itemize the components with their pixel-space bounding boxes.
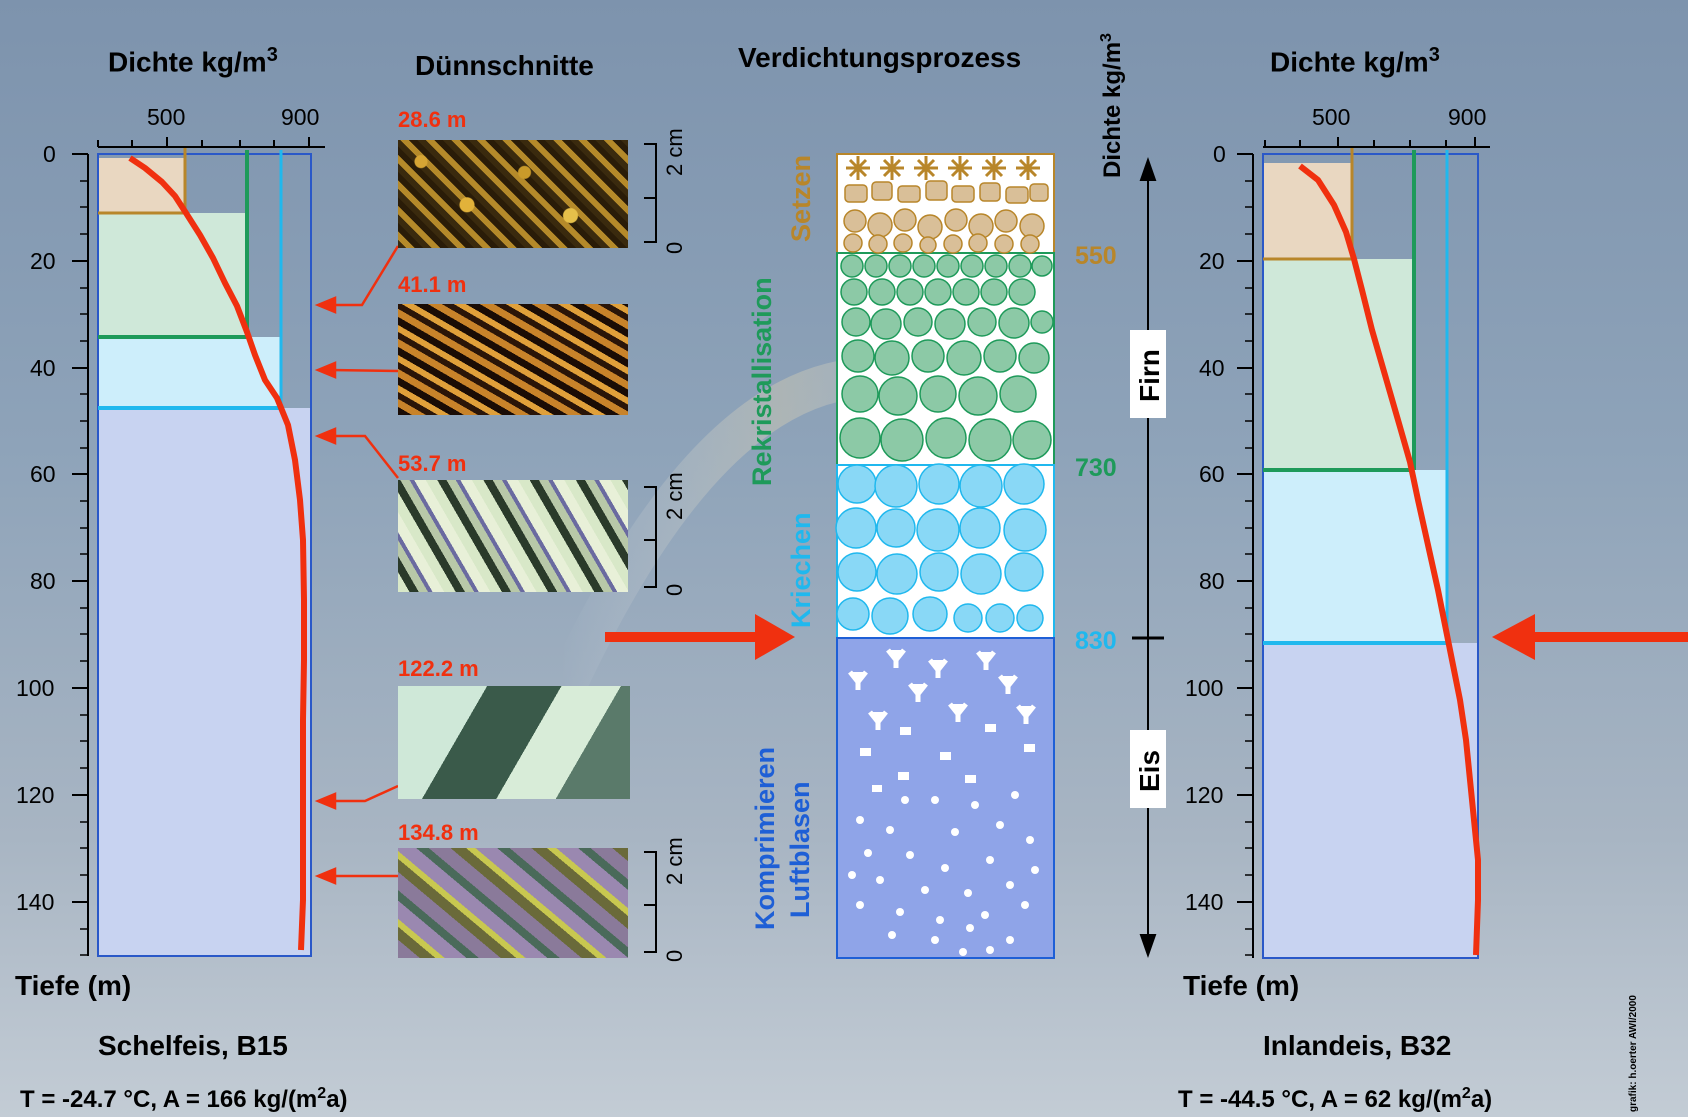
stage-kriechen: Kriechen <box>786 512 816 628</box>
right-layer-rekristallisation <box>1263 259 1414 470</box>
scale-label-1: 2 cm <box>662 128 687 176</box>
left-axis-title: Dichte kg/m3 <box>108 44 278 78</box>
thin-section-depth-3: 53.7 m <box>398 451 467 476</box>
scale-zero-3: 0 <box>662 949 687 962</box>
left-tick-900: 900 <box>281 104 320 130</box>
scale-label-3: 2 cm <box>662 837 687 885</box>
right-conditions: T = -44.5 °C, A = 62 kg/(m2a) <box>1178 1085 1493 1113</box>
density-830: 830 <box>1075 627 1117 655</box>
right-depth-60: 60 <box>1199 461 1225 487</box>
right-depth-40: 40 <box>1199 355 1225 381</box>
density-550: 550 <box>1075 242 1117 270</box>
scale-zero-1: 0 <box>662 241 687 254</box>
right-axis-title: Dichte kg/m3 <box>1270 44 1440 78</box>
zone-eis: Eis <box>1134 749 1165 792</box>
left-depth-120: 120 <box>16 782 55 808</box>
right-density-chart <box>1237 137 1490 959</box>
scale-bars <box>644 143 657 953</box>
stage-komprimieren: Komprimieren <box>750 746 780 930</box>
thin-section-image-5 <box>398 848 628 958</box>
left-depth-140: 140 <box>16 889 55 915</box>
left-conditions: T = -24.7 °C, A = 166 kg/(m2a) <box>20 1085 348 1113</box>
left-site-name: Schelfeis, B15 <box>98 1030 288 1061</box>
right-depth-20: 20 <box>1199 248 1225 274</box>
right-depth-label: Tiefe (m) <box>1183 970 1300 1001</box>
right-depth-80: 80 <box>1199 568 1225 594</box>
right-depth-100: 100 <box>1185 675 1224 701</box>
left-depth-label: Tiefe (m) <box>15 970 132 1001</box>
left-chart-frame <box>97 153 312 957</box>
stage-rekristallisation: Rekristallisation <box>747 277 777 486</box>
scale-zero-2: 0 <box>662 583 687 596</box>
stage-setzen: Setzen <box>786 154 816 242</box>
right-tick-500: 500 <box>1312 104 1351 130</box>
left-depth-100: 100 <box>16 675 55 701</box>
thin-section-image-4 <box>398 686 630 799</box>
right-depth-0: 0 <box>1213 141 1226 167</box>
zone-firn: Firn <box>1134 349 1165 402</box>
firn-eis-axis <box>1132 156 1164 959</box>
thin-section-image-3 <box>398 480 628 592</box>
big-arrows <box>605 614 1688 660</box>
right-site-name: Inlandeis, B32 <box>1263 1030 1452 1061</box>
process-column <box>835 153 1055 959</box>
scale-label-2: 2 cm <box>662 472 687 520</box>
thin-section-depth-5: 134.8 m <box>398 820 479 845</box>
right-density-profile <box>1298 163 1481 956</box>
left-sample-arrows <box>314 245 400 885</box>
left-depth-20: 20 <box>30 248 56 274</box>
process-title: Verdichtungsprozess <box>738 42 1022 73</box>
right-depth-140: 140 <box>1185 889 1224 915</box>
thin-section-depth-2: 41.1 m <box>398 272 467 297</box>
left-depth-60: 60 <box>30 461 56 487</box>
firn-label-box <box>1130 330 1166 418</box>
left-depth-80: 80 <box>30 568 56 594</box>
left-tick-500: 500 <box>147 104 186 130</box>
process-axis-label: Dichte kg/m3 <box>1098 33 1126 178</box>
left-depth-0: 0 <box>43 141 56 167</box>
right-tick-900: 900 <box>1448 104 1487 130</box>
stage-luftblasen: Luftblasen <box>785 781 815 918</box>
density-730: 730 <box>1075 454 1117 482</box>
thin-sections-title: Dünnschnitte <box>415 50 594 81</box>
left-layer-ice <box>98 408 311 956</box>
thin-section-image-2 <box>398 304 628 415</box>
thin-section-depth-1: 28.6 m <box>398 107 467 132</box>
left-density-chart <box>72 137 325 957</box>
left-density-profile <box>128 155 307 951</box>
right-depth-120: 120 <box>1185 782 1224 808</box>
thin-section-depth-4: 122.2 m <box>398 656 479 681</box>
thin-section-image-1 <box>398 140 628 248</box>
left-depth-40: 40 <box>30 355 56 381</box>
eis-label-box <box>1130 730 1166 808</box>
right-chart-frame <box>1262 153 1479 959</box>
right-layer-ice <box>1263 643 1478 958</box>
credit: grafik: h.oerter AWI/2000 <box>1628 995 1639 1112</box>
